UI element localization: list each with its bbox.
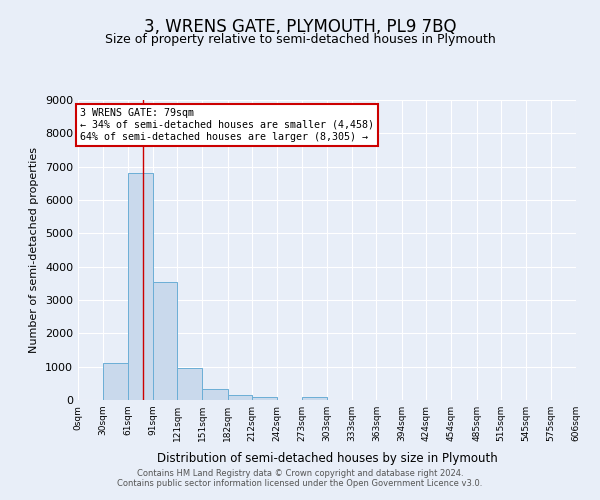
Y-axis label: Number of semi-detached properties: Number of semi-detached properties	[29, 147, 40, 353]
Bar	[302, 397, 327, 400]
Text: Size of property relative to semi-detached houses in Plymouth: Size of property relative to semi-detach…	[104, 32, 496, 46]
Bar	[128, 172, 153, 400]
Bar	[202, 389, 227, 400]
Text: 3, WRENS GATE, PLYMOUTH, PL9 7BQ: 3, WRENS GATE, PLYMOUTH, PL9 7BQ	[144, 18, 456, 36]
Bar	[103, 364, 128, 400]
Bar	[153, 282, 178, 400]
Text: 3 WRENS GATE: 79sqm
← 34% of semi-detached houses are smaller (4,458)
64% of sem: 3 WRENS GATE: 79sqm ← 34% of semi-detach…	[80, 108, 374, 142]
Bar	[227, 395, 252, 400]
X-axis label: Distribution of semi-detached houses by size in Plymouth: Distribution of semi-detached houses by …	[157, 452, 497, 466]
Bar	[178, 368, 202, 400]
Text: Contains HM Land Registry data © Crown copyright and database right 2024.: Contains HM Land Registry data © Crown c…	[137, 468, 463, 477]
Bar	[252, 396, 277, 400]
Text: Contains public sector information licensed under the Open Government Licence v3: Contains public sector information licen…	[118, 478, 482, 488]
